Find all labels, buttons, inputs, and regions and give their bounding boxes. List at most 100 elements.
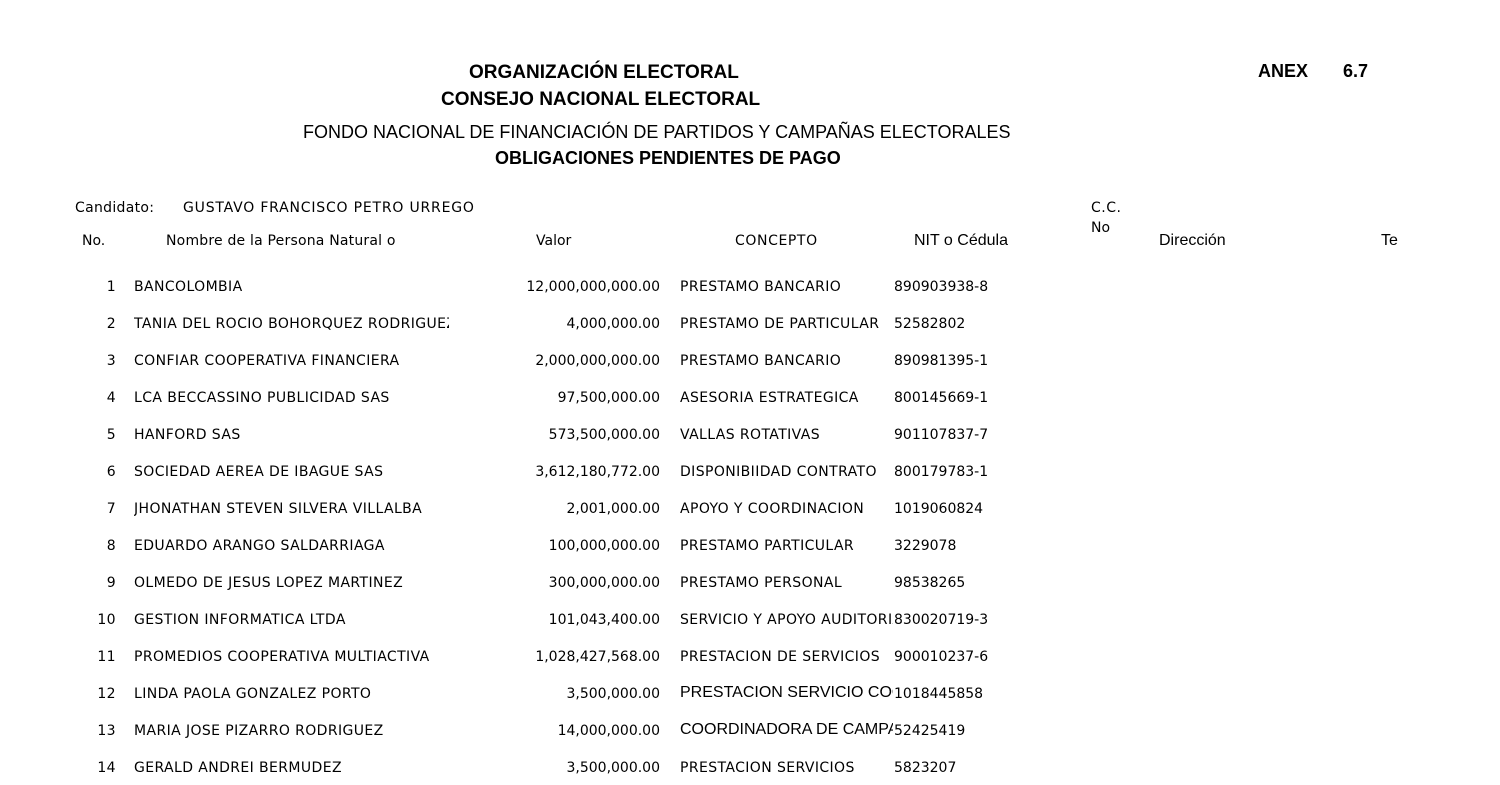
concept: APOYO Y COORDINACION — [680, 501, 865, 517]
table-row: 12 LINDA PAOLA GONZALEZ PORTO 3,500,000.00… — [0, 684, 1500, 706]
cc-no-label: No — [1091, 220, 1111, 232]
table-row: 4 LCA BECCASSINO PUBLICIDAD SAS 97,500,000… — [0, 390, 1500, 410]
creditor-name: MARIA JOSE PIZARRO RODRIGUEZ — [134, 723, 384, 739]
amount: 12,000,000,000.00 — [526, 279, 660, 295]
council-title: CONSEJO NACIONAL ELECTORAL — [441, 89, 761, 110]
nit-cedula: 98538265 — [894, 575, 966, 591]
concept: ASESORIA ESTRATEGICA — [680, 390, 859, 406]
row-number: 4 — [106, 390, 116, 406]
amount: 97,500,000.00 — [557, 390, 660, 406]
concept: PRESTAMO PARTICULAR — [680, 538, 855, 554]
concept: DISPONIBIIDAD CONTRATO — [680, 464, 877, 480]
table-row: 11 PROMEDIOS COOPERATIVA MULTIACTIVA 1,028… — [0, 649, 1500, 669]
creditor-name: CONFIAR COOPERATIVA FINANCIERA — [134, 353, 400, 369]
nit-cedula: 3229078 — [894, 538, 957, 554]
annex-number: 6.7 — [1343, 61, 1369, 81]
concept: PRESTACION SERVICIOS — [680, 760, 855, 776]
concept: PRESTACION SERVICIO COORDINACION — [680, 684, 893, 701]
creditor-name: PROMEDIOS COOPERATIVA MULTIACTIVA — [134, 649, 430, 665]
row-number: 13 — [97, 723, 116, 739]
creditor-name: SOCIEDAD AEREA DE IBAGUE SAS — [134, 464, 384, 480]
amount: 2,001,000.00 — [566, 501, 660, 517]
col-phone: Te — [1381, 232, 1398, 249]
nit-cedula: 52425419 — [894, 723, 966, 739]
nit-cedula: 901107837-7 — [894, 427, 989, 443]
amount: 3,500,000.00 — [566, 686, 660, 702]
table-row: 1 BANCOLOMBIA 12,000,000,000.00 PRESTAMO BA… — [0, 279, 1500, 299]
concept: COORDINADORA DE CAMPAÑA — [680, 721, 893, 738]
creditor-name: HANFORD SAS — [134, 427, 241, 443]
creditor-name: OLMEDO DE JESUS LOPEZ MARTINEZ — [134, 575, 404, 591]
creditor-name: GERALD ANDREI BERMUDEZ — [134, 760, 342, 776]
concept: SERVICIO Y APOYO AUDITORIA — [680, 612, 893, 628]
concept: PRESTAMO DE PARTICULAR — [680, 316, 880, 332]
org-title: ORGANIZACIÓN ELECTORAL — [469, 62, 739, 83]
table-row: 14 GERALD ANDREI BERMUDEZ 3,500,000.00 PRES… — [0, 760, 1500, 780]
amount: 300,000,000.00 — [548, 575, 660, 591]
creditor-name: GESTION INFORMATICA LTDA — [134, 612, 346, 628]
table-row: 7 JHONATHAN STEVEN SILVERA VILLALBA 2,001,… — [0, 501, 1500, 521]
table-row: 2 TANIA DEL ROCIO BOHORQUEZ RODRIGUEZ 4,00… — [0, 316, 1500, 336]
concept: PRESTAMO PERSONAL — [680, 575, 843, 591]
row-number: 7 — [106, 501, 116, 517]
row-number: 10 — [97, 612, 116, 628]
nit-cedula: 890981395-1 — [894, 353, 989, 369]
creditor-name: JHONATHAN STEVEN SILVERA VILLALBA — [134, 501, 423, 517]
row-number: 14 — [97, 760, 116, 776]
table-row: 5 HANFORD SAS 573,500,000.00 VALLAS ROTATIV… — [0, 427, 1500, 447]
nit-cedula: 900010237-6 — [894, 649, 989, 665]
table-row: 8 EDUARDO ARANGO SALDARRIAGA 100,000,000.0… — [0, 538, 1500, 558]
nit-cedula: 1018445858 — [894, 686, 984, 702]
concept: PRESTAMO BANCARIO — [680, 279, 842, 295]
candidate-name: GUSTAVO FRANCISCO PETRO URREGO — [183, 200, 475, 216]
concept: PRESTACION DE SERVICIOS — [680, 649, 881, 665]
amount: 573,500,000.00 — [548, 427, 660, 443]
col-nit: NIT o Cédula — [914, 232, 1008, 249]
table-row: 6 SOCIEDAD AEREA DE IBAGUE SAS 3,612,180,7… — [0, 464, 1500, 484]
table-row: 3 CONFIAR COOPERATIVA FINANCIERA 2,000,000… — [0, 353, 1500, 373]
col-concept: CONCEPTO — [735, 233, 818, 249]
amount: 3,612,180,772.00 — [535, 464, 660, 480]
table-row: 13 MARIA JOSE PIZARRO RODRIGUEZ 14,000,000… — [0, 721, 1500, 743]
creditor-name: EDUARDO ARANGO SALDARRIAGA — [134, 538, 385, 554]
col-no: No. — [82, 233, 106, 249]
row-number: 6 — [106, 464, 116, 480]
row-number: 3 — [106, 353, 116, 369]
nit-cedula: 5823207 — [894, 760, 957, 776]
nit-cedula: 800179783-1 — [894, 464, 989, 480]
row-number: 8 — [106, 538, 116, 554]
table-row: 10 GESTION INFORMATICA LTDA 101,043,400.00… — [0, 612, 1500, 632]
row-number: 11 — [97, 649, 116, 665]
col-value: Valor — [536, 233, 572, 249]
nit-cedula: 890903938-8 — [894, 279, 989, 295]
concept: PRESTAMO BANCARIO — [680, 353, 842, 369]
col-address: Dirección — [1159, 232, 1226, 249]
cc-label: C.C. — [1091, 200, 1122, 216]
creditor-name: LINDA PAOLA GONZALEZ PORTO — [134, 686, 372, 702]
annex-label: ANEX — [1258, 61, 1309, 81]
amount: 1,028,427,568.00 — [535, 649, 660, 665]
candidate-label: Candidato: — [75, 200, 155, 216]
nit-cedula: 830020719-3 — [894, 612, 989, 628]
col-name: Nombre de la Persona Natural o — [166, 233, 396, 249]
amount: 101,043,400.00 — [548, 612, 660, 628]
amount: 2,000,000,000.00 — [535, 353, 660, 369]
row-number: 1 — [106, 279, 116, 295]
creditor-name: BANCOLOMBIA — [134, 279, 243, 295]
creditor-name: TANIA DEL ROCIO BOHORQUEZ RODRIGUEZ — [134, 316, 449, 332]
nit-cedula: 1019060824 — [894, 501, 984, 517]
concept: VALLAS ROTATIVAS — [680, 427, 821, 443]
row-number: 12 — [97, 686, 116, 702]
nit-cedula: 800145669-1 — [894, 390, 989, 406]
row-number: 5 — [106, 427, 116, 443]
row-number: 2 — [106, 316, 116, 332]
amount: 14,000,000.00 — [557, 723, 660, 739]
report-title: OBLIGACIONES PENDIENTES DE PAGO — [495, 148, 841, 168]
nit-cedula: 52582802 — [894, 316, 966, 332]
row-number: 9 — [106, 575, 116, 591]
amount: 100,000,000.00 — [548, 538, 660, 554]
amount: 4,000,000.00 — [566, 316, 660, 332]
creditor-name: LCA BECCASSINO PUBLICIDAD SAS — [134, 390, 390, 406]
amount: 3,500,000.00 — [566, 760, 660, 776]
fund-title: FONDO NACIONAL DE FINANCIACIÓN DE PARTID… — [303, 122, 1011, 142]
